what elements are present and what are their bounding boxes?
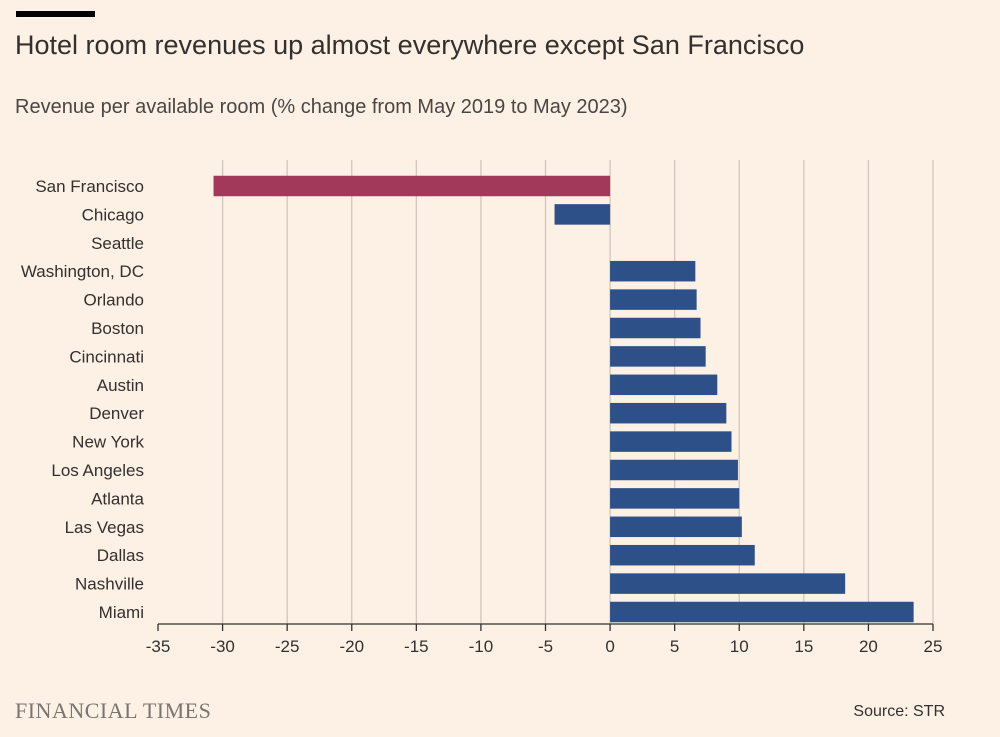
bar-nashville [610, 573, 846, 594]
bars [213, 175, 914, 623]
bar-los-angeles [610, 459, 738, 481]
category-label: Atlanta [91, 489, 144, 508]
x-axis: -35 -30 -25 -20 -15 -10 -5 0 5 10 15 20 25 [146, 623, 943, 656]
bar-new-york [610, 431, 732, 452]
x-tick-label: -25 [275, 637, 300, 656]
bar-chart: San Francisco Chicago Seattle Washington, D… [21, 160, 943, 656]
bar-boston [610, 317, 701, 339]
bar-washington-dc [610, 260, 696, 282]
x-tick-label: 20 [859, 637, 878, 656]
x-tick-label: 25 [924, 637, 943, 656]
category-label: Austin [97, 376, 144, 395]
x-tick-label: -10 [469, 637, 494, 656]
x-tick-label: 10 [730, 637, 749, 656]
x-tick-label: 5 [670, 637, 679, 656]
category-label: Dallas [97, 546, 144, 565]
ft-logo: FINANCIAL TIMES [15, 698, 212, 723]
top-rule [16, 11, 95, 17]
chart-title: Hotel room revenues up almost everywhere… [15, 30, 805, 60]
category-label: San Francisco [35, 177, 144, 196]
source-note: Source: STR [853, 703, 945, 720]
category-label: New York [72, 433, 144, 452]
category-label: Orlando [84, 291, 144, 310]
category-label: Nashville [75, 575, 144, 594]
bar-miami [610, 601, 914, 623]
x-tick-label: -5 [538, 637, 553, 656]
category-label: Los Angeles [51, 461, 144, 480]
category-label: Miami [99, 603, 144, 622]
category-labels: San Francisco Chicago Seattle Washington, D… [21, 177, 145, 622]
category-label: Boston [91, 319, 144, 338]
bar-cincinnati [610, 346, 706, 367]
category-label: Seattle [91, 234, 144, 253]
x-tick-label: -15 [404, 637, 429, 656]
bar-las-vegas [610, 516, 742, 538]
category-label: Chicago [82, 205, 144, 224]
category-label: Denver [89, 404, 144, 423]
x-tick-label: 15 [794, 637, 813, 656]
gridlines [221, 160, 934, 624]
category-label: Washington, DC [21, 262, 144, 281]
bar-san-francisco [213, 175, 611, 197]
x-tick-label: -20 [339, 637, 364, 656]
chart-subtitle: Revenue per available room (% change fro… [15, 96, 628, 118]
x-tick-label: -35 [146, 637, 171, 656]
bar-denver [610, 402, 727, 424]
x-tick-label: 0 [605, 637, 614, 656]
x-tick-label: -30 [210, 637, 235, 656]
bar-dallas [610, 544, 755, 566]
bar-austin [610, 374, 718, 396]
category-label: Las Vegas [65, 518, 144, 537]
bar-orlando [610, 289, 697, 310]
bar-atlanta [610, 488, 740, 509]
bar-chicago [554, 204, 611, 225]
category-label: Cincinnati [69, 347, 144, 366]
